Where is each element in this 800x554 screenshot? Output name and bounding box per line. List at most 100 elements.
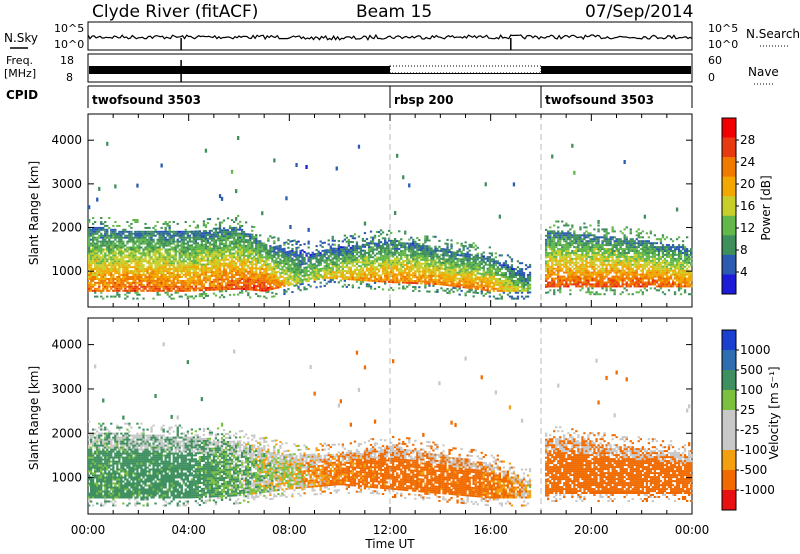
heatmap-cell: [112, 228, 115, 231]
heatmap-cell: [100, 248, 103, 251]
heatmap-cell: [128, 246, 131, 249]
heatmap-cell: [464, 278, 467, 281]
heatmap-cell: [212, 257, 216, 260]
heatmap-cell: [192, 277, 195, 280]
heatmap-cell: [188, 289, 191, 292]
heatmap-cell: [96, 236, 99, 239]
heatmap-cell: [118, 278, 121, 280]
heatmap-cell: [394, 277, 397, 280]
heatmap-cell: [241, 266, 244, 269]
heatmap-cell: [122, 260, 125, 263]
heatmap-cell: [142, 278, 145, 280]
heatmap-cell: [291, 261, 294, 264]
heatmap-cell: [104, 260, 107, 263]
heatmap-cell: [146, 232, 149, 235]
heatmap-cell: [379, 276, 383, 279]
heatmap-cell: [251, 288, 254, 291]
heatmap-cell: [182, 246, 185, 249]
heatmap-cell: [549, 240, 552, 243]
heatmap-cell: [476, 254, 479, 257]
heatmap-cell: [257, 273, 260, 276]
heatmap-cell: [331, 247, 334, 250]
heatmap-cell: [214, 286, 218, 289]
heatmap-cell: [293, 255, 296, 258]
heatmap-cell: [124, 248, 127, 251]
heatmap-cell: [172, 287, 175, 290]
heatmap-cell: [440, 287, 443, 290]
heatmap-cell: [120, 236, 123, 239]
heatmap-cell: [132, 287, 135, 290]
heatmap-cell: [194, 265, 197, 268]
heatmap-cell: [384, 241, 387, 244]
heatmap-cell: [291, 243, 294, 246]
heatmap-cell: [251, 251, 254, 254]
heatmap-cell: [243, 246, 246, 249]
heatmap-cell: [108, 244, 111, 247]
heatmap-cell: [182, 281, 185, 284]
heatmap-cell: [168, 232, 171, 235]
heatmap-cell: [104, 248, 107, 251]
heatmap-cell: [118, 268, 121, 271]
heatmap-cell: [375, 248, 379, 251]
heatmap-cell: [480, 257, 483, 260]
heatmap-cell: [94, 230, 97, 233]
heatmap-cell: [194, 283, 197, 286]
heatmap-cell: [228, 288, 232, 290]
heatmap-cell: [480, 259, 483, 262]
heatmap-cell: [287, 258, 290, 261]
heatmap-cell: [172, 274, 175, 276]
heatmap-cell: [237, 244, 240, 247]
heatmap-cell: [136, 289, 139, 292]
heatmap-cell: [265, 248, 268, 250]
heatmap-cell: [160, 264, 163, 267]
heatmap-cell: [313, 257, 316, 260]
heatmap-cell: [212, 249, 216, 252]
heatmap-cell: [357, 235, 361, 238]
heatmap-cell: [347, 242, 350, 245]
heatmap-cell: [440, 261, 443, 264]
heatmap-cell: [273, 275, 276, 278]
heatmap-cell: [162, 238, 165, 241]
heatmap-cell: [367, 257, 371, 260]
heatmap-cell: [307, 264, 310, 267]
heatmap-cell: [295, 254, 298, 257]
heatmap-cell: [212, 263, 216, 266]
heatmap-cell: [98, 289, 101, 292]
heatmap-cell: [170, 246, 173, 249]
heatmap-cell: [214, 233, 218, 236]
heatmap-cell: [549, 238, 552, 241]
heatmap-cell: [466, 265, 469, 268]
heatmap-cell: [305, 288, 308, 291]
heatmap-cell: [468, 289, 471, 291]
heatmap-cell: [98, 186, 101, 191]
heatmap-cell: [102, 240, 105, 243]
heatmap-cell: [194, 275, 197, 278]
heatmap-cell: [198, 250, 201, 252]
heatmap-cell: [486, 257, 489, 260]
heatmap-cell: [178, 240, 181, 243]
heatmap-cell: [88, 240, 91, 243]
heatmap-cell: [247, 233, 250, 236]
heatmap-cell: [472, 281, 475, 284]
heatmap-cell: [180, 244, 183, 247]
heatmap-cell: [162, 240, 165, 243]
heatmap-cell: [172, 272, 175, 275]
heatmap-cell: [194, 273, 197, 276]
heatmap-cell: [132, 219, 135, 221]
heatmap-cell: [114, 270, 117, 273]
heatmap-cell: [102, 289, 105, 292]
heatmap-cell: [498, 264, 501, 267]
heatmap-cell: [462, 276, 465, 279]
heatmap-cell: [92, 240, 95, 243]
heatmap-cell: [257, 248, 260, 250]
heatmap-cell: [498, 293, 501, 296]
heatmap-cell: [138, 260, 141, 263]
heatmap-cell: [450, 267, 453, 269]
heatmap-cell: [251, 263, 254, 266]
heatmap-cell: [259, 259, 262, 262]
heatmap-cell: [476, 266, 479, 269]
heatmap-cell: [482, 255, 485, 258]
heatmap-cell: [204, 234, 208, 236]
heatmap-cell: [420, 276, 423, 279]
heatmap-cell: [218, 239, 222, 242]
